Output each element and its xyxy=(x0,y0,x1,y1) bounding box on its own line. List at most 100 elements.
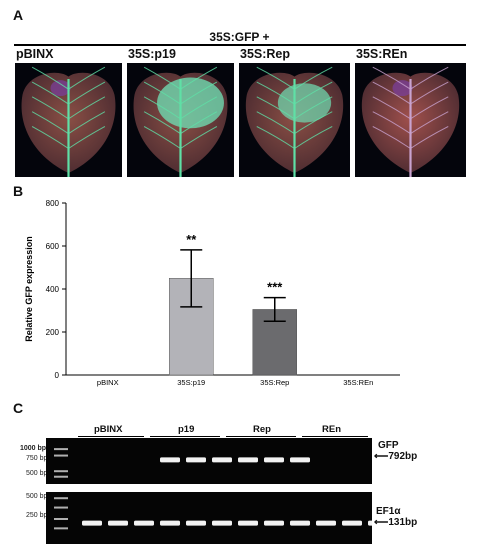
panel-b-letter: B xyxy=(13,183,24,199)
ladder-band xyxy=(54,470,68,473)
gel-group-line-rep xyxy=(226,436,296,437)
y-tick-label: 400 xyxy=(46,285,60,294)
ladder-band xyxy=(54,475,68,478)
leaf-vein xyxy=(294,66,333,90)
ladder-label-500: 500 bp xyxy=(26,470,48,477)
leaf-vein xyxy=(31,96,69,120)
ladder-label-250-bottom: 250 bp xyxy=(26,512,48,519)
leaf-vein xyxy=(372,81,411,105)
ladder-band xyxy=(54,518,68,520)
y-tick-label: 600 xyxy=(46,242,60,251)
gel-image-ef1a xyxy=(46,492,388,544)
leaf-vein xyxy=(256,66,295,90)
gel-size-value-792bp: 792bp xyxy=(388,451,418,462)
ladder-band xyxy=(54,506,68,509)
leaf-photo-ren xyxy=(355,63,466,177)
leaf-vein xyxy=(256,111,295,135)
x-tick-label: pBINX xyxy=(97,378,119,387)
infiltration-spot xyxy=(50,80,71,97)
ladder-label-500-bottom: 500 bp xyxy=(26,493,48,500)
leaf-vein xyxy=(68,96,106,120)
significance-label: ** xyxy=(186,232,197,247)
leaf-vein xyxy=(294,126,333,149)
ladder-band xyxy=(54,497,68,500)
leaf-drawing xyxy=(133,66,228,177)
leaf-vein xyxy=(143,111,181,135)
leaf-vein xyxy=(372,96,411,120)
bar-chart: 0 200 400 600 800 Relative GFP expression pBIN… xyxy=(24,199,400,387)
leaf-vein xyxy=(31,66,69,90)
y-tick-label: 800 xyxy=(46,199,60,208)
leaf-vein xyxy=(180,96,218,120)
leaf-photo-rep xyxy=(239,63,350,177)
ladder-label-750: 750 bp xyxy=(26,455,48,462)
leaf-label-pbinx: pBINX xyxy=(16,47,54,61)
gel-band xyxy=(160,520,180,526)
gel-group-label-pbinx: pBINX xyxy=(94,424,123,435)
gel-band xyxy=(108,520,128,526)
gel-band xyxy=(342,520,362,526)
panel-a-header-line xyxy=(14,44,466,46)
ladder-band xyxy=(54,448,68,451)
gel-band xyxy=(160,457,180,463)
gel-size-label-792bp: ⟵792bp xyxy=(374,451,417,462)
leaf-vein xyxy=(68,66,106,90)
gel-group-label-ren: REn xyxy=(322,424,341,435)
x-tick-label: 35S:Rep xyxy=(260,378,289,387)
leaf-vein xyxy=(294,81,333,105)
leaf-vein xyxy=(372,66,411,90)
gel-group-label-p19: p19 xyxy=(178,424,195,435)
panel-c-letter: C xyxy=(13,400,24,416)
leaf-drawing xyxy=(21,66,116,177)
gel-band xyxy=(368,520,388,526)
y-tick-label: 0 xyxy=(55,371,60,380)
x-tick-label: 35S:REn xyxy=(343,378,373,387)
leaf-vein xyxy=(143,96,181,120)
gel-band xyxy=(82,520,102,526)
gel-band xyxy=(316,520,336,526)
gel-band xyxy=(134,520,154,526)
arrow-left-icon: ⟵ xyxy=(374,451,389,462)
leaf-vein xyxy=(180,81,218,105)
leaf-vein xyxy=(68,126,106,149)
leaf-vein xyxy=(68,81,106,105)
leaf-vein xyxy=(31,81,69,105)
leaf-vein xyxy=(31,126,69,149)
gfp-fluorescence xyxy=(277,83,332,123)
leaf-vein xyxy=(31,111,69,135)
gel-size-label-131bp: ⟵131bp xyxy=(374,517,417,528)
leaf-vein xyxy=(410,111,449,135)
leaf-vein xyxy=(143,81,181,105)
significance-label: *** xyxy=(267,280,283,295)
leaf-photo-p19 xyxy=(127,63,234,177)
leaf-vein xyxy=(372,111,411,135)
leaf-vein xyxy=(180,66,218,90)
leaf-vein xyxy=(256,126,295,149)
gel-group-line-pbinx xyxy=(78,436,144,437)
gel-image-gfp xyxy=(46,438,372,484)
gel-band xyxy=(238,520,258,526)
leaf-label-ren: 35S:REn xyxy=(356,47,408,61)
leaf-label-rep: 35S:Rep xyxy=(240,47,291,61)
gel-size-value-131bp: 131bp xyxy=(388,517,418,528)
y-tick-label: 200 xyxy=(46,328,60,337)
gel-group-line-p19 xyxy=(150,436,220,437)
leaf-vein xyxy=(143,66,181,90)
leaf-vein xyxy=(256,81,295,105)
gel-band xyxy=(290,457,310,463)
leaf-photo-pbinx xyxy=(15,63,122,177)
leaf-vein xyxy=(180,126,218,149)
gel-band xyxy=(212,457,232,463)
gel-group-line-ren xyxy=(302,436,368,437)
leaf-vein xyxy=(294,96,333,120)
gel-gene-label-ef1a: EF1α xyxy=(376,506,401,517)
leaf-vein xyxy=(143,126,181,149)
gel-band xyxy=(290,520,310,526)
gel-band xyxy=(186,457,206,463)
gel-band xyxy=(186,520,206,526)
leaf-vein xyxy=(294,111,333,135)
leaf-vein xyxy=(256,96,295,120)
leaf-vein xyxy=(410,96,449,120)
leaf-label-p19: 35S:p19 xyxy=(128,47,176,61)
leaf-vein xyxy=(410,66,449,90)
